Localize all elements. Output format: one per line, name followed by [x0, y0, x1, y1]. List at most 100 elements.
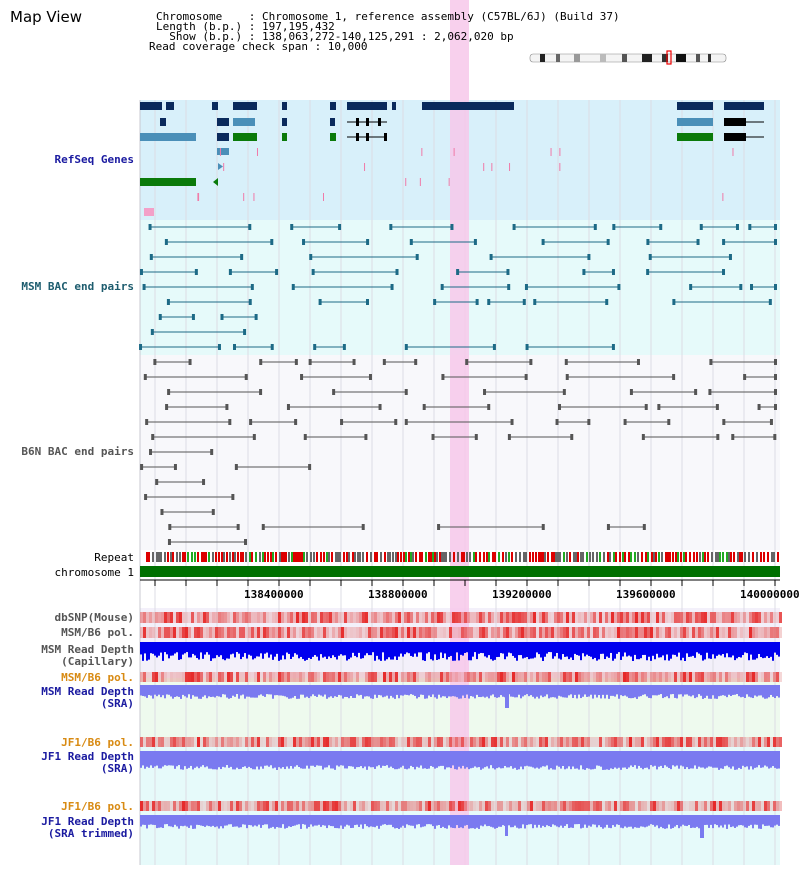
- dbsnp-heat: [776, 612, 779, 623]
- jf1-trim-depth: [432, 815, 434, 827]
- msm-b6-pol-heat: [413, 627, 416, 638]
- jf1-b6-pol-trim-heat: [236, 801, 239, 811]
- b6n-bac-pair-end: [300, 374, 304, 380]
- jf1-sra-depth: [140, 751, 142, 768]
- jf1-sra-depth: [502, 751, 504, 769]
- msm-b6-pol-sra-heat: [383, 672, 386, 682]
- jf1-trim-depth: [384, 815, 386, 825]
- msm-capillary-depth: [690, 642, 692, 657]
- msm-sra-depth: [484, 685, 486, 698]
- jf1-sra-depth: [230, 751, 232, 767]
- msm-sra-depth: [514, 685, 516, 698]
- jf1-trim-depth: [390, 815, 392, 825]
- jf1-sra-depth: [702, 751, 704, 768]
- jf1-trim-depth: [202, 815, 204, 827]
- jf1-trim-depth: [302, 815, 304, 825]
- msm-capillary-depth: [222, 642, 224, 660]
- jf1-sra-depth: [498, 751, 500, 768]
- jf1-b6-pol-trim-heat: [260, 801, 263, 811]
- jf1-b6-pol-trim-heat: [461, 801, 464, 811]
- jf1-trim-depth: [480, 815, 482, 826]
- track-label-jf1-b6-pol[interactable]: JF1/B6 pol.: [61, 736, 134, 749]
- msm-b6-pol-heat: [779, 627, 782, 638]
- b6n-bac-pair-end: [361, 524, 365, 530]
- msm-capillary-depth: [768, 642, 770, 659]
- axis-tick-label: 138800000: [368, 588, 428, 601]
- jf1-b6-pol-trim-heat: [515, 801, 518, 811]
- jf1-sra-depth: [270, 751, 272, 766]
- jf1-b6-pol-trim-heat: [608, 801, 611, 811]
- jf1-b6-pol-trim-heat: [299, 801, 302, 811]
- jf1-sra-depth: [252, 751, 254, 770]
- jf1-b6-pol-heat: [416, 737, 419, 747]
- dbsnp-heat: [566, 612, 569, 623]
- b6n-bac-pair-end: [210, 449, 214, 455]
- repeat-mark: [699, 552, 701, 562]
- jf1-trim-depth: [452, 815, 454, 828]
- msm-b6-pol-sra-heat: [473, 672, 476, 682]
- msm-capillary-depth: [396, 642, 398, 660]
- jf1-sra-depth: [650, 751, 652, 766]
- track-label-msm-depth-sra[interactable]: MSM Read Depth: [41, 685, 134, 698]
- msm-b6-pol-heat: [251, 627, 254, 638]
- msm-b6-pol-heat: [215, 627, 218, 638]
- msm-capillary-depth: [716, 642, 718, 656]
- msm-b6-pol-heat: [323, 627, 326, 638]
- repeat-mark: [645, 552, 647, 562]
- jf1-b6-pol-heat: [404, 737, 407, 747]
- track-label-repeat[interactable]: Repeat: [94, 551, 134, 564]
- jf1-sra-depth: [338, 751, 340, 767]
- msm-capillary-depth: [302, 642, 304, 660]
- msm-b6-pol-heat: [611, 627, 614, 638]
- msm-b6-pol-sra-heat: [560, 672, 563, 682]
- jf1-trim-depth: [180, 815, 182, 826]
- jf1-trim-depth: [456, 815, 458, 826]
- jf1-sra-depth: [308, 751, 310, 769]
- b6n-bac-pair-end: [211, 509, 215, 515]
- track-label-b6n-bac[interactable]: B6N BAC end pairs: [21, 445, 134, 458]
- jf1-b6-pol-heat: [713, 737, 716, 747]
- jf1-b6-pol-trim-heat: [344, 801, 347, 811]
- msm-capillary-depth: [518, 642, 520, 656]
- dbsnp-heat: [395, 612, 398, 623]
- msm-capillary-depth: [526, 642, 528, 658]
- dbsnp-heat: [365, 612, 368, 623]
- msm-sra-depth: [184, 685, 186, 697]
- msm-capillary-depth: [244, 642, 246, 654]
- msm-capillary-depth: [142, 642, 144, 661]
- dbsnp-heat: [512, 612, 515, 623]
- msm-b6-pol-sra-heat: [176, 672, 179, 682]
- jf1-sra-depth: [586, 751, 588, 769]
- track-label-msm-depth-capillary[interactable]: MSM Read Depth: [41, 643, 134, 656]
- jf1-b6-pol-trim-heat: [275, 801, 278, 811]
- jf1-sra-depth: [518, 751, 520, 770]
- track-label-msm-bac[interactable]: MSM BAC end pairs: [21, 280, 134, 293]
- track-label-jf1-b6-pol-trim[interactable]: JF1/B6 pol.: [61, 800, 134, 813]
- msm-capillary-depth: [256, 642, 258, 657]
- repeat-mark: [397, 552, 399, 562]
- track-label-jf1-depth-sra[interactable]: JF1 Read Depth: [41, 750, 134, 763]
- track-label-msm-b6-pol[interactable]: MSM/B6 pol.: [61, 626, 134, 639]
- b6n-bac-pair-end: [165, 404, 169, 410]
- dbsnp-heat: [497, 612, 500, 623]
- jf1-trim-depth: [656, 815, 658, 826]
- jf1-b6-pol-heat: [710, 737, 713, 747]
- track-label-msm-b6-pol-sra[interactable]: MSM/B6 pol.: [61, 671, 134, 684]
- msm-sra-depth: [720, 685, 722, 696]
- msm-bac-pair-end: [318, 299, 322, 305]
- track-label-dbsnp[interactable]: dbSNP(Mouse): [54, 611, 134, 624]
- track-label-chromosome[interactable]: chromosome 1: [54, 566, 134, 579]
- jf1-trim-depth: [284, 815, 286, 829]
- msm-sra-depth: [442, 685, 444, 697]
- track-label-jf1-depth-trim-sub: (SRA trimmed): [47, 827, 134, 840]
- b6n-bac-pair-end: [636, 359, 640, 365]
- jf1-b6-pol-trim-heat: [542, 801, 545, 811]
- b6n-bac-pair-end: [709, 359, 713, 365]
- jf1-trim-depth: [200, 815, 202, 826]
- track-label-refseq[interactable]: RefSeq Genes: [54, 153, 134, 166]
- track-label-jf1-depth-trim[interactable]: JF1 Read Depth: [41, 815, 134, 828]
- msm-capillary-depth: [254, 642, 256, 659]
- jf1-b6-pol-trim-heat: [467, 801, 470, 811]
- msm-capillary-depth: [274, 642, 276, 657]
